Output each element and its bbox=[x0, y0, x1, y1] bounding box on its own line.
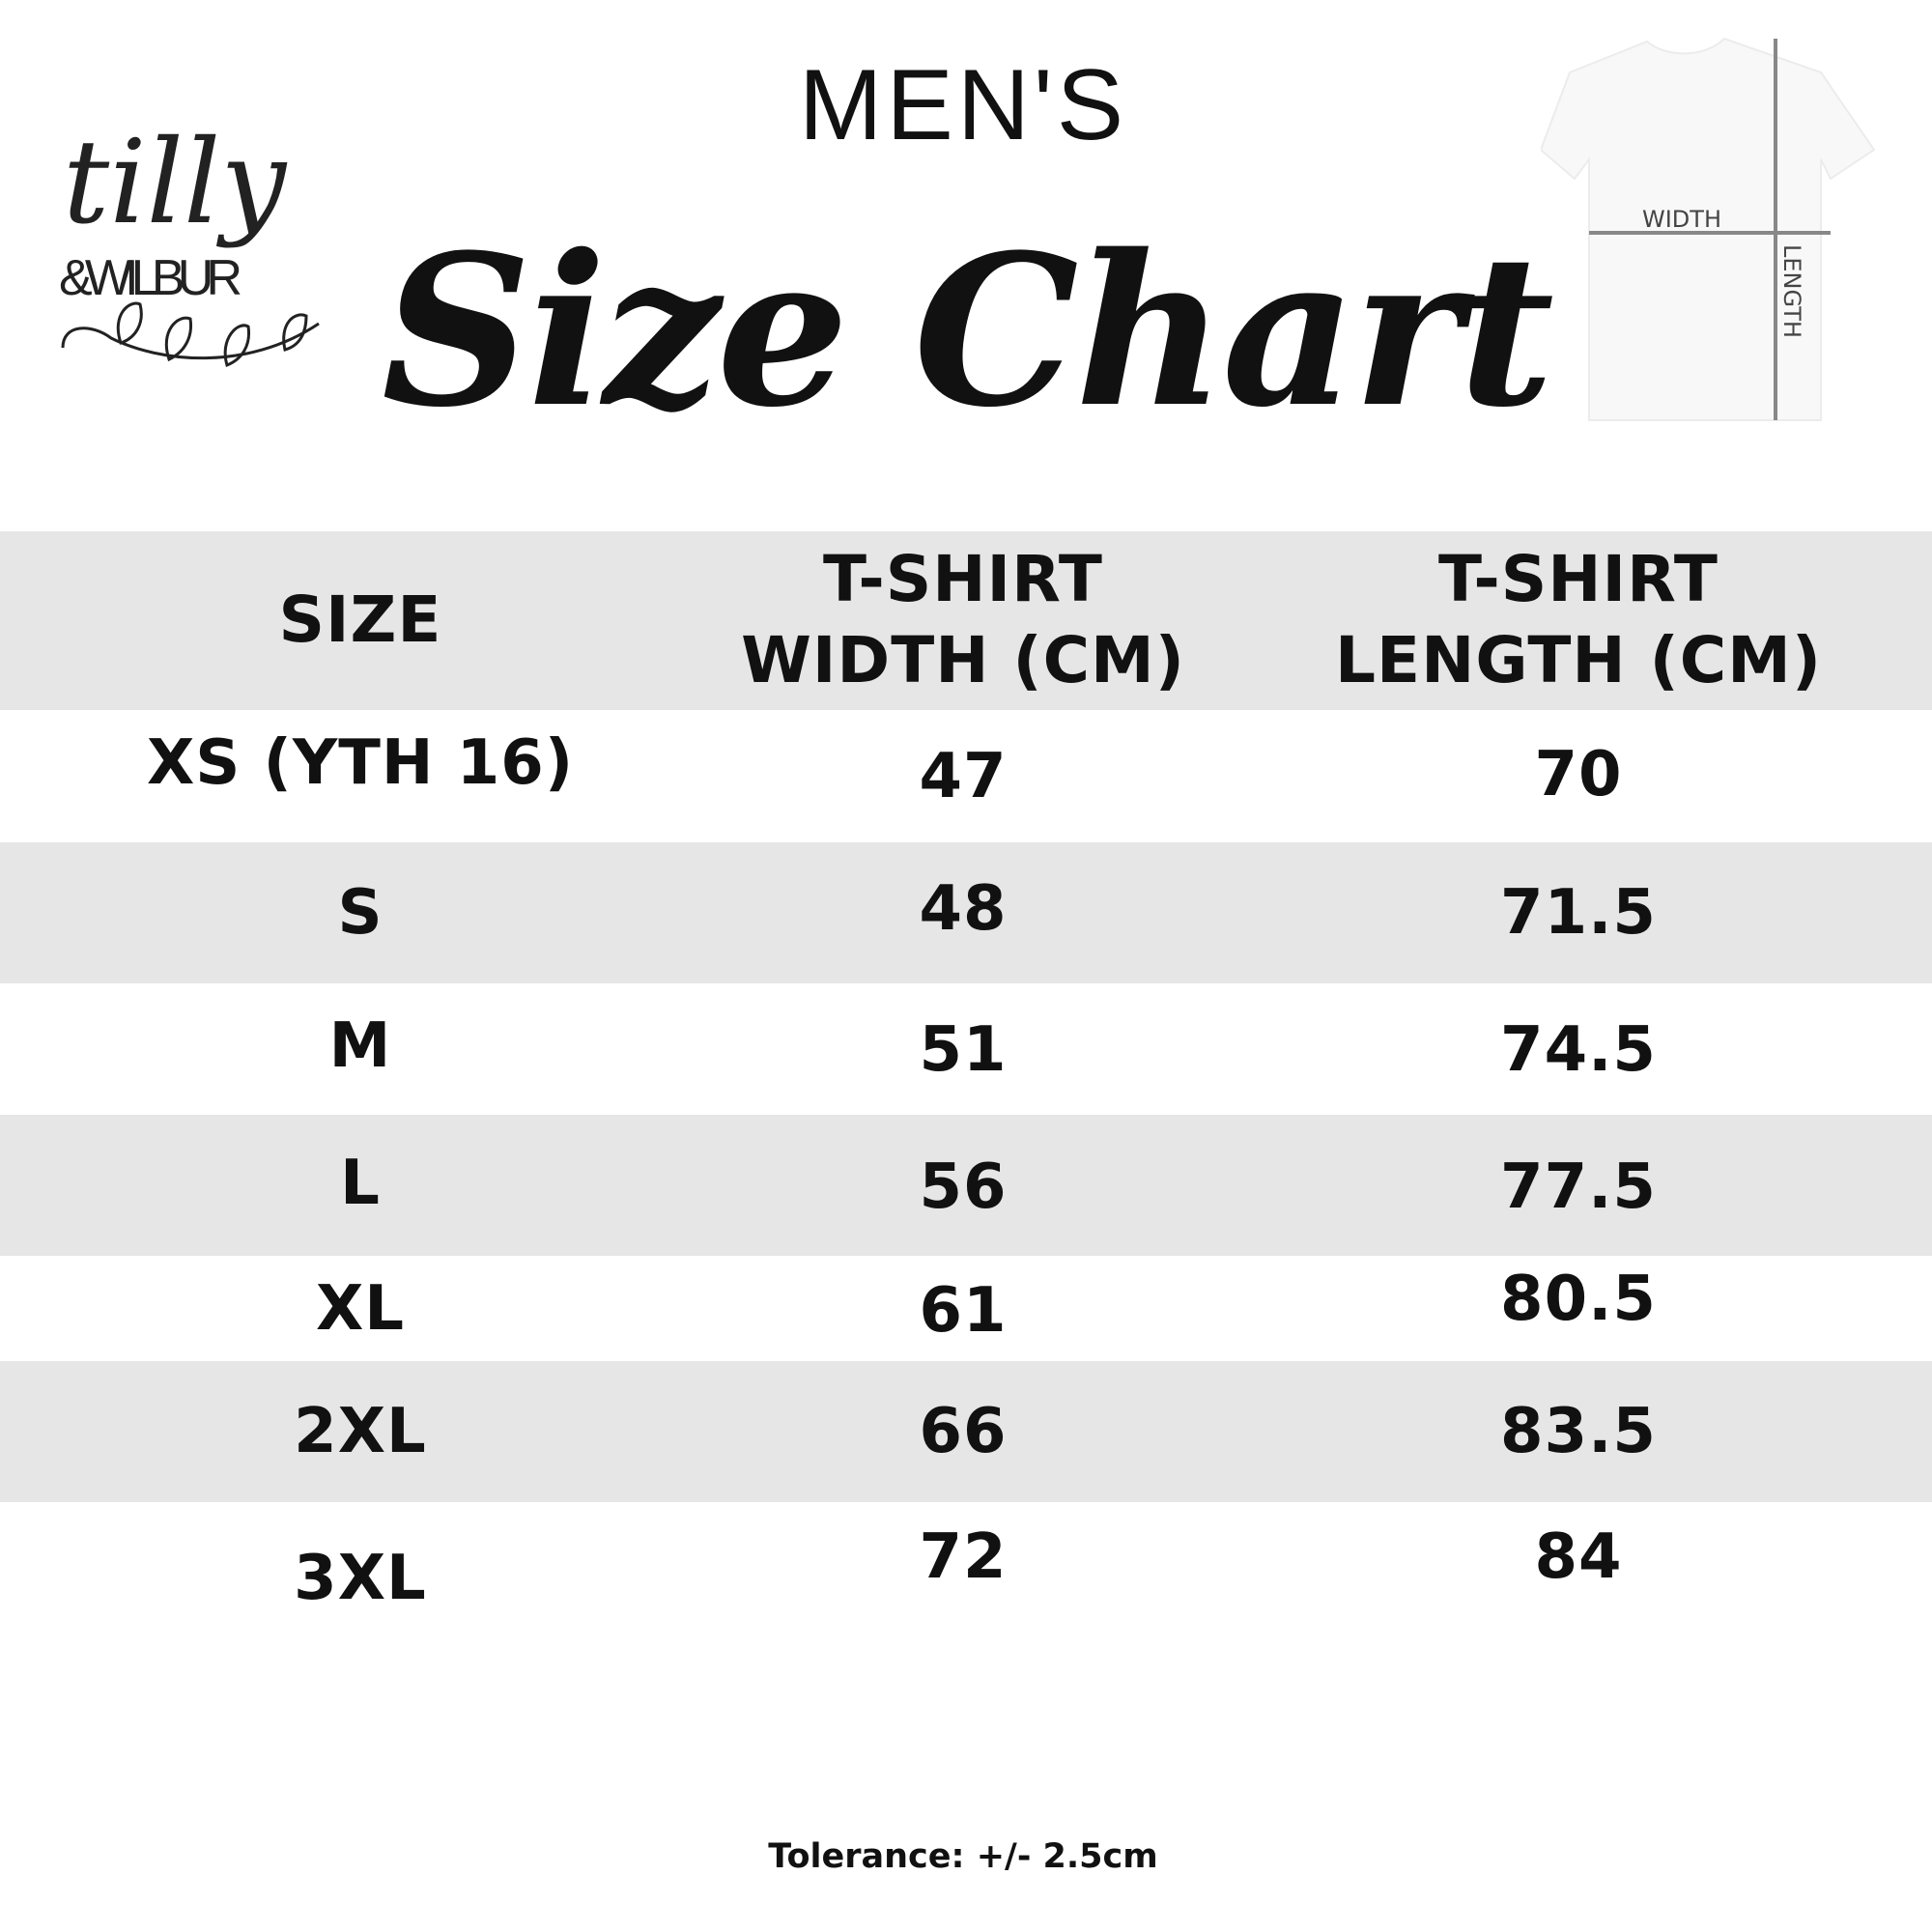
tolerance-note: Tolerance: +/- 2.5cm bbox=[768, 1837, 1158, 1876]
length-cell: 84 bbox=[1534, 1521, 1623, 1593]
length-cell: 70 bbox=[1534, 739, 1623, 810]
brand-logo: tilly &WILBUR bbox=[53, 106, 328, 377]
width-cell: 51 bbox=[919, 1014, 1008, 1086]
size-cell: M bbox=[328, 1010, 392, 1082]
size-cell: XL bbox=[315, 1273, 406, 1345]
width-cell: 47 bbox=[919, 741, 1008, 812]
column-header-width-line1: T-SHIRT bbox=[823, 542, 1103, 616]
column-header-length: T-SHIRT LENGTH (CM) bbox=[1289, 539, 1868, 701]
table-row: 2XL 66 83.5 bbox=[0, 1361, 1932, 1502]
page-subtitle: MEN'S bbox=[798, 49, 1128, 161]
size-cell: XS (YTH 16) bbox=[146, 727, 575, 799]
column-header-width: T-SHIRT WIDTH (CM) bbox=[673, 539, 1253, 701]
width-cell: 66 bbox=[919, 1396, 1008, 1467]
length-cell: 80.5 bbox=[1500, 1264, 1657, 1335]
column-header-size: SIZE bbox=[278, 582, 442, 657]
size-cell: S bbox=[337, 877, 384, 949]
table-row: S 48 71.5 bbox=[0, 842, 1932, 983]
length-cell: 74.5 bbox=[1500, 1014, 1657, 1086]
table-row: M 51 74.5 bbox=[0, 983, 1932, 1115]
svg-text:&WILBUR: &WILBUR bbox=[59, 250, 242, 306]
table-row: XL 61 80.5 bbox=[0, 1256, 1932, 1361]
svg-text:tilly: tilly bbox=[63, 116, 288, 250]
width-cell: 61 bbox=[919, 1275, 1008, 1347]
page-title: Size Chart bbox=[381, 209, 1554, 453]
length-cell: 71.5 bbox=[1500, 877, 1657, 949]
size-cell: 3XL bbox=[294, 1543, 427, 1614]
length-label: LENGTH bbox=[1778, 244, 1805, 338]
width-label: WIDTH bbox=[1642, 206, 1721, 233]
table-row: XS (YTH 16) 47 70 bbox=[0, 710, 1932, 842]
table-header: SIZE T-SHIRT WIDTH (CM) T-SHIRT LENGTH (… bbox=[0, 531, 1932, 710]
size-cell: 2XL bbox=[294, 1396, 427, 1467]
table-row: L 56 77.5 bbox=[0, 1115, 1932, 1256]
length-cell: 83.5 bbox=[1500, 1396, 1657, 1467]
size-cell: L bbox=[340, 1148, 381, 1219]
table-row: 3XL 72 84 bbox=[0, 1502, 1932, 1657]
width-cell: 56 bbox=[919, 1151, 1008, 1223]
column-header-width-line2: WIDTH (CM) bbox=[741, 623, 1185, 697]
length-cell: 77.5 bbox=[1500, 1151, 1657, 1223]
column-header-length-line2: LENGTH (CM) bbox=[1334, 623, 1823, 697]
tshirt-diagram: WIDTH LENGTH bbox=[1539, 34, 1884, 425]
width-cell: 72 bbox=[919, 1521, 1008, 1593]
width-cell: 48 bbox=[919, 873, 1008, 945]
column-header-length-line1: T-SHIRT bbox=[1438, 542, 1719, 616]
